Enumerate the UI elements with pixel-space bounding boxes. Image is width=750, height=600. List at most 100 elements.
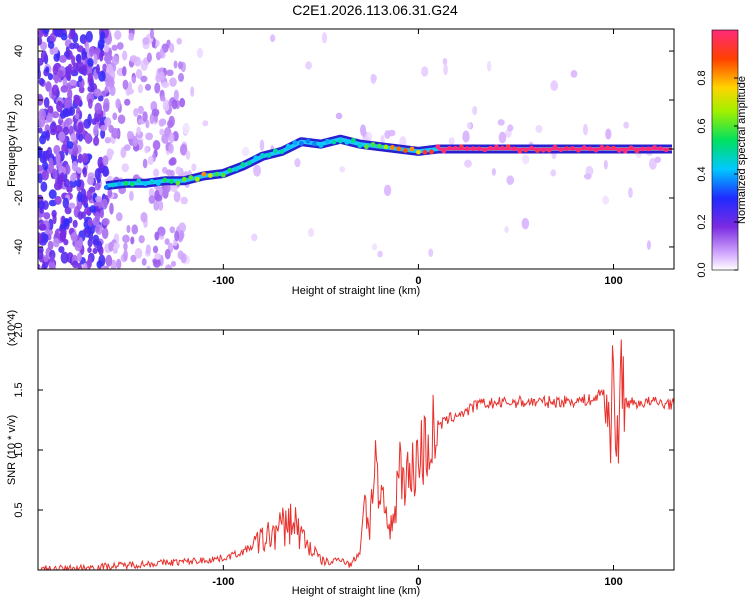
spectrogram-speckle	[159, 128, 165, 136]
spectrogram-speckle	[603, 159, 608, 170]
spectrogram-speckle	[448, 137, 455, 145]
spectrogram-speckle	[71, 160, 79, 172]
spectrogram-speckle	[144, 145, 149, 154]
spectrogram-speckle	[97, 95, 104, 102]
spectrogram-speckle	[550, 169, 557, 177]
spectrogram-speckle	[145, 244, 151, 255]
snr-panel: -100 0 100 0.5 1.0 1.5 2.0 Height of straight …	[6, 310, 675, 597]
spectrogram-speckle	[59, 55, 67, 63]
spectrogram-speckle	[486, 60, 492, 72]
colorbar: 0.0 0.2 0.4 0.6 0.8 Normalized spectral ampl…	[696, 29, 748, 278]
spectrogram-speckle	[46, 229, 53, 236]
spectrogram-speckle	[251, 233, 258, 242]
spectrogram-speckle	[103, 55, 112, 63]
spectrogram-ytick-label: -40	[13, 239, 25, 255]
signal-point	[318, 143, 324, 148]
signal-point	[233, 166, 239, 172]
spectrogram-speckle	[52, 64, 59, 76]
signal-point	[227, 167, 233, 173]
spectrogram-speckle	[101, 198, 108, 210]
snr-xtick-label: 0	[415, 576, 421, 588]
spectrogram-speckle	[63, 178, 70, 188]
spectrogram-speckle	[106, 148, 115, 157]
spectrogram-speckle	[159, 95, 166, 102]
spectrogram-speckle	[164, 238, 170, 245]
spectrogram-speckle	[100, 31, 106, 40]
spectrogram-speckle	[149, 29, 155, 39]
spectrogram-speckle	[59, 172, 65, 183]
spectrogram-speckle	[370, 73, 377, 84]
spectrogram-speckle	[96, 260, 103, 269]
signal-point	[194, 176, 200, 182]
signal-point	[155, 181, 161, 186]
spectrogram-speckle	[584, 173, 592, 180]
snr-multiplier: (x10^4)	[6, 310, 18, 346]
spectrogram-speckle	[70, 132, 77, 142]
spectrogram-speckle	[74, 96, 81, 106]
spectrogram-speckle	[126, 88, 135, 95]
snr-ylabel: SNR (10 * v/v)	[6, 415, 18, 485]
spectrogram-speckle	[114, 30, 122, 40]
signal-point	[123, 180, 129, 186]
signal-point	[331, 139, 337, 145]
spectrogram-speckle	[47, 73, 53, 81]
spectrogram-speckle	[58, 131, 66, 142]
spectrogram-speckle	[646, 240, 651, 250]
signal-point	[162, 177, 168, 183]
spectrogram-speckle	[270, 34, 276, 43]
spectrogram-speckle	[117, 114, 126, 124]
spectrogram-speckle	[122, 234, 130, 243]
spectrogram-speckle	[62, 197, 70, 209]
spectrogram-speckle	[94, 211, 101, 223]
spectrogram-speckle	[40, 41, 47, 51]
spectrogram-speckle	[190, 86, 195, 97]
spectrogram-speckle	[103, 265, 110, 269]
spectrogram-speckle	[73, 42, 80, 49]
spectrogram-speckle	[77, 211, 84, 220]
spectrogram-speckle	[69, 79, 77, 86]
spectrogram-speckle	[47, 115, 53, 123]
spectrogram-speckle	[102, 102, 110, 113]
spectrogram-speckle	[93, 136, 100, 147]
spectrogram-speckle	[48, 157, 54, 167]
spectrogram-speckle	[151, 108, 160, 117]
signal-point	[214, 171, 220, 177]
spectrogram-speckle	[202, 120, 209, 127]
signal-point	[142, 181, 148, 187]
snr-ytick-label: 1.0	[13, 442, 25, 457]
spectrogram-speckle	[428, 248, 434, 258]
spectrogram-speckle	[115, 258, 122, 269]
spectrogram-speckle	[103, 44, 110, 53]
spectrogram-speckle	[77, 153, 83, 164]
spectrogram-speckle	[81, 153, 89, 164]
spectrogram-speckle	[137, 84, 144, 94]
spectrogram-speckle	[70, 232, 78, 242]
signal-point	[240, 162, 246, 167]
spectrogram-speckle	[241, 146, 250, 157]
spectrogram-speckle	[170, 260, 177, 267]
spectrogram-speckle	[38, 36, 43, 46]
spectrogram-speckle	[60, 251, 69, 264]
spectrogram-speckle	[55, 29, 62, 37]
spectrogram-speckle	[138, 235, 145, 244]
spectrogram-speckle	[38, 127, 43, 134]
spectrogram-speckle	[77, 191, 83, 203]
spectrogram-speckle	[60, 85, 69, 93]
spectrogram-speckle	[158, 118, 165, 127]
spectrogram-speckle	[173, 191, 181, 203]
spectrogram-speckle	[167, 119, 174, 129]
spectrogram-speckle	[38, 115, 46, 128]
spectrogram-speckle	[168, 99, 173, 107]
spectrogram-speckle	[66, 141, 74, 149]
spectrogram-speckle	[54, 124, 63, 134]
spectrogram-speckle	[130, 236, 135, 245]
spectrogram-speckle	[109, 85, 116, 97]
spectrogram-speckle	[140, 75, 148, 83]
spectrogram-speckle	[94, 102, 103, 115]
spectrogram-speckle	[107, 188, 113, 198]
spectrogram-ytick-label: 20	[13, 94, 25, 106]
spectrogram-speckle	[171, 99, 178, 110]
spectrogram-speckle	[101, 227, 109, 239]
signal-point	[220, 172, 226, 178]
